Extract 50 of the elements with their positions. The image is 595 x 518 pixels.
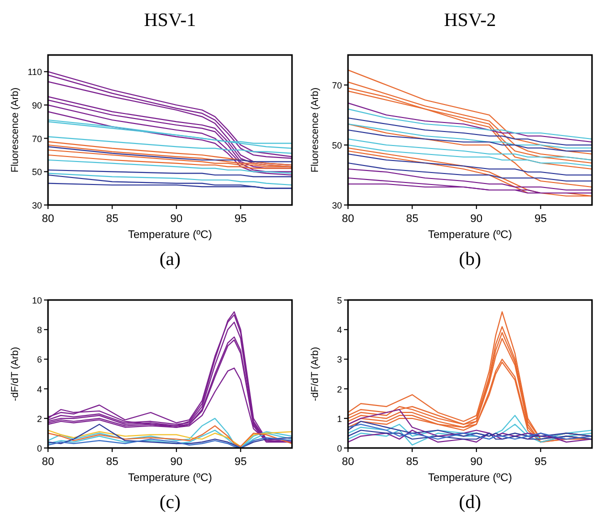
y-tick-label: 50 (332, 140, 342, 150)
x-tick-label: 80 (342, 213, 354, 225)
x-tick-label: 85 (406, 213, 418, 225)
y-tick-label: 3 (336, 354, 342, 365)
y-tick-label: 2 (336, 384, 342, 394)
y-tick-label: 50 (32, 167, 42, 178)
x-axis-title: Temperature (ºC) (128, 229, 212, 241)
x-tick-label: 95 (234, 213, 247, 225)
y-tick-label: 0 (36, 444, 42, 454)
y-tick-label: 30 (332, 200, 342, 210)
x-tick-label: 85 (106, 456, 118, 468)
y-tick-label: 110 (28, 67, 42, 78)
y-tick-label: 2 (36, 414, 42, 424)
text: (a) (159, 249, 181, 270)
x-tick-label: 90 (170, 213, 183, 225)
y-axis-title: -dF/dT (Arb) (10, 346, 21, 402)
x-axis-title: Temperature (ºC) (128, 472, 212, 484)
text: (b) (458, 249, 482, 270)
x-tick-label: 80 (42, 213, 54, 225)
y-axis-title: Fluorescence (Arb) (10, 87, 21, 173)
text: (d) (458, 492, 482, 513)
x-tick-label: 85 (406, 456, 418, 468)
y-tick-label: 1 (336, 414, 342, 424)
y-tick-label: 70 (32, 134, 42, 144)
y-tick-label: 5 (336, 296, 342, 306)
x-tick-label: 90 (170, 456, 183, 468)
y-tick-label: 30 (32, 200, 42, 210)
x-tick-label: 80 (42, 456, 54, 468)
x-tick-label: 95 (534, 213, 547, 225)
y-tick-label: 4 (36, 384, 42, 394)
y-axis-title: -dF/dT (Arb) (310, 346, 321, 402)
x-tick-label: 80 (342, 456, 354, 468)
y-tick-label: 6 (36, 354, 42, 365)
x-tick-label: 95 (534, 456, 547, 468)
x-tick-label: 85 (106, 213, 118, 225)
y-axis-title: Fluorescence (Arb) (310, 87, 321, 173)
y-tick-label: 4 (336, 325, 342, 336)
y-tick-label: 70 (332, 80, 342, 90)
text: (c) (159, 492, 181, 513)
chart-title: HSV-2 (444, 10, 496, 31)
y-tick-label: 8 (36, 325, 42, 336)
chart-title: HSV-1 (144, 10, 196, 31)
y-tick-label: 90 (32, 100, 42, 110)
x-tick-label: 90 (470, 213, 483, 225)
x-tick-label: 95 (234, 456, 247, 468)
x-axis-title: Temperature (ºC) (428, 472, 512, 484)
y-tick-label: 10 (32, 296, 42, 306)
x-axis-title: Temperature (ºC) (428, 229, 512, 241)
x-tick-label: 90 (470, 456, 483, 468)
y-tick-label: 0 (336, 444, 342, 454)
